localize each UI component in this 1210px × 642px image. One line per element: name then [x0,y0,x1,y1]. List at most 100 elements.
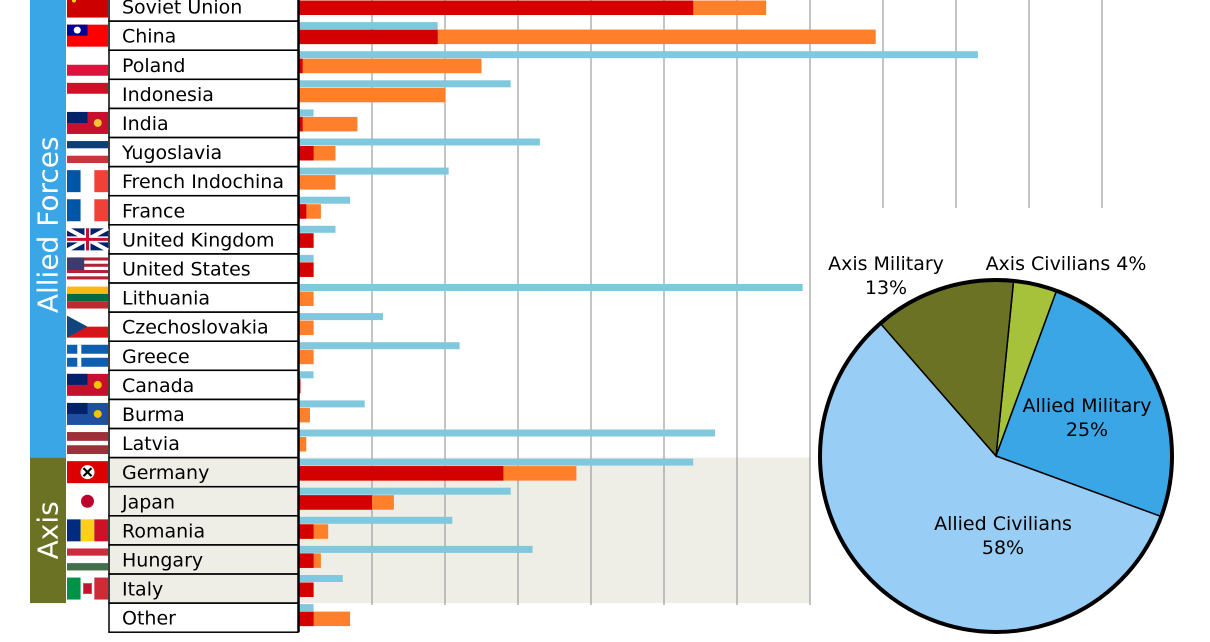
flag-stripe [67,273,108,277]
bar-series-1 [299,466,504,481]
flag-stripe [67,111,88,123]
group-bar [30,0,66,458]
category-label: China [122,26,176,48]
bar-series-1 [299,524,314,539]
star-icon [72,0,76,3]
bar-series-2 [299,349,314,365]
burma-flag-icon [67,402,108,425]
group-label: Axis [32,501,65,559]
category-label: United States [122,258,251,280]
bar-series-2 [299,175,336,190]
swastika-icon [82,467,93,477]
bar-series-1 [299,58,303,74]
category-label: Romania [122,520,205,542]
category-label: Czechoslovakia [122,317,269,339]
bar-series-2 [299,29,876,45]
bar-series-3 [299,313,383,321]
category-label: Canada [122,375,194,397]
bar-series-2 [299,320,314,336]
flag-stripe [67,555,108,564]
yugoslavia-flag-icon [67,141,108,164]
poland-flag-icon [67,53,108,76]
hungary-flag-icon [67,548,108,571]
pie-label: Allied Civilians 58% [934,513,1072,559]
pie-label-line: Axis Military [828,253,944,275]
bar-series-2 [299,87,445,103]
bar-series-3 [299,458,694,466]
flag-stripe [67,148,108,156]
category-label: France [122,200,185,222]
latvia-flag-icon [67,432,108,455]
japan-flag-icon [67,490,108,513]
bar-series-3 [299,22,438,30]
category-table: Soviet Union China Poland Indonesia India Yug… [66,0,300,633]
flag-triangle [67,315,88,338]
flag-stripe [67,276,108,280]
bar-series-1 [299,495,372,510]
flag-stripe [94,519,108,542]
category-label: Other [122,608,176,630]
greece-flag-icon [67,344,108,367]
bar-series-1 [299,29,438,45]
romania-flag-icon [67,519,108,542]
flag-stripe [94,170,108,193]
bar-series-2 [299,116,358,132]
bar-series-3 [299,342,460,350]
pie-label-line: Allied Military [1022,395,1151,417]
category-label: Japan [121,491,175,513]
bar-series-3 [299,429,716,437]
flag-stripe [67,82,108,94]
pie-label: Allied Military 25% [1022,395,1151,441]
crest-icon [93,409,102,418]
category-label: Italy [122,579,163,601]
category-label: Soviet Union [122,0,242,19]
category-label: Greece [122,346,190,368]
category-label: India [122,113,169,135]
category-label: Poland [122,55,185,77]
bar-series-3 [299,400,365,408]
grid-layer [371,0,1103,605]
bar-series-3 [299,516,453,524]
bar-series-3 [299,80,511,88]
bar-series-3 [299,196,351,204]
bar-series-1 [299,611,314,627]
sun-icon [81,494,94,508]
flag-stripe [67,373,88,385]
soviet-union-flag-icon [67,0,108,18]
flag-stripe [94,577,108,600]
bar-series-1 [299,146,314,161]
bar-series-2 [299,407,310,423]
group-bar [30,457,66,604]
pie-chart: Axis Civilians 4%Allied Military 25%Allie… [818,253,1174,634]
pie-label-line: 58% [982,537,1024,559]
pie-label-line: 13% [865,277,907,299]
bar-series-3 [299,604,314,612]
bar-series-1 [299,262,314,277]
flag-stripe [94,199,108,222]
flag-stripe [67,548,108,556]
bars-layer [299,0,978,627]
category-label: Indonesia [122,84,214,106]
pie-label-line: Allied Civilians [934,513,1072,535]
bar-series-3 [299,138,540,146]
united-states-flag-icon [67,257,108,280]
pie-label: Axis Military 13% [828,253,944,299]
category-label: Yugoslavia [121,142,222,164]
flag-stripe [80,170,95,193]
bar-series-1 [299,116,303,132]
bar-series-3 [299,575,343,582]
flag-cross [67,344,108,367]
crest-icon [93,380,102,389]
flag-stripe [67,141,108,149]
pie-label-line: 25% [1066,419,1108,441]
flag-stripe [80,199,95,222]
bar-series-1 [299,233,314,248]
flag-stripe [67,293,108,302]
china-flag-icon [67,24,108,47]
flag-stripe [67,519,81,542]
flag-stripe [67,155,108,164]
germany-flag-icon [67,461,108,484]
category-label: Germany [122,462,209,484]
